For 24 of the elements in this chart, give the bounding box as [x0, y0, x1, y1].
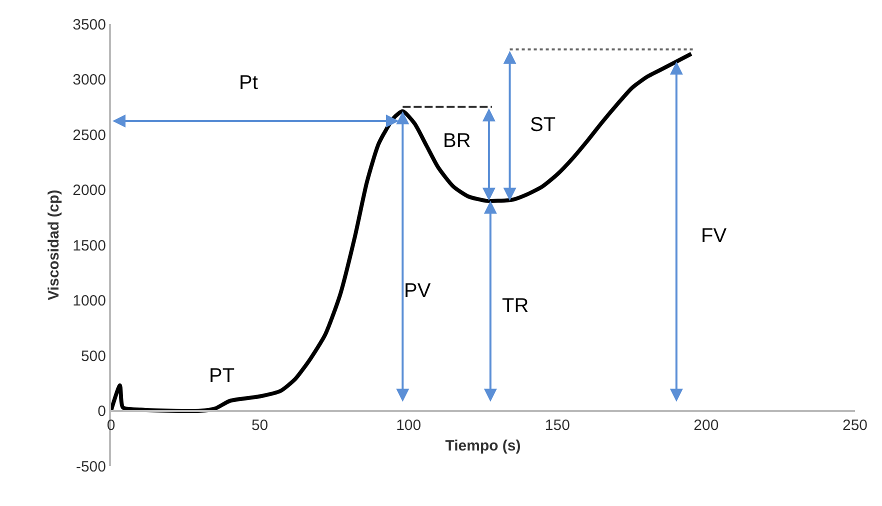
annotation: PT [209, 365, 235, 387]
annotation: FV [701, 225, 728, 247]
y-tick-label: 3000 [72, 72, 106, 88]
y-tick-label: 2500 [72, 126, 106, 144]
y-tick-label: 500 [80, 348, 106, 365]
annotation: Pt [239, 72, 258, 94]
x-tick-label: 250 [842, 416, 868, 434]
annotation: BR [443, 130, 471, 152]
line-series [111, 52, 694, 413]
annotation: PV [404, 280, 432, 302]
y-tick-label: 0 [98, 403, 106, 420]
y-tick-label: 3500 [72, 16, 106, 34]
y-tick-label: 2000 [72, 182, 106, 199]
x-tick-label: 100 [396, 416, 422, 434]
annotation: TR [502, 295, 529, 317]
annotation: ST [530, 114, 556, 136]
x-tick-label: 150 [544, 416, 570, 434]
x-tick-label: 50 [251, 416, 268, 434]
y-tick-label: 1500 [72, 237, 106, 254]
y-tick-label: 1000 [72, 292, 106, 310]
x-axis-title: Tiempo (s) [445, 437, 521, 454]
y-axis-title: Viscosidad (cp) [45, 190, 62, 300]
x-tick-label: 200 [694, 416, 719, 434]
y-tick-label: -500 [76, 458, 106, 476]
